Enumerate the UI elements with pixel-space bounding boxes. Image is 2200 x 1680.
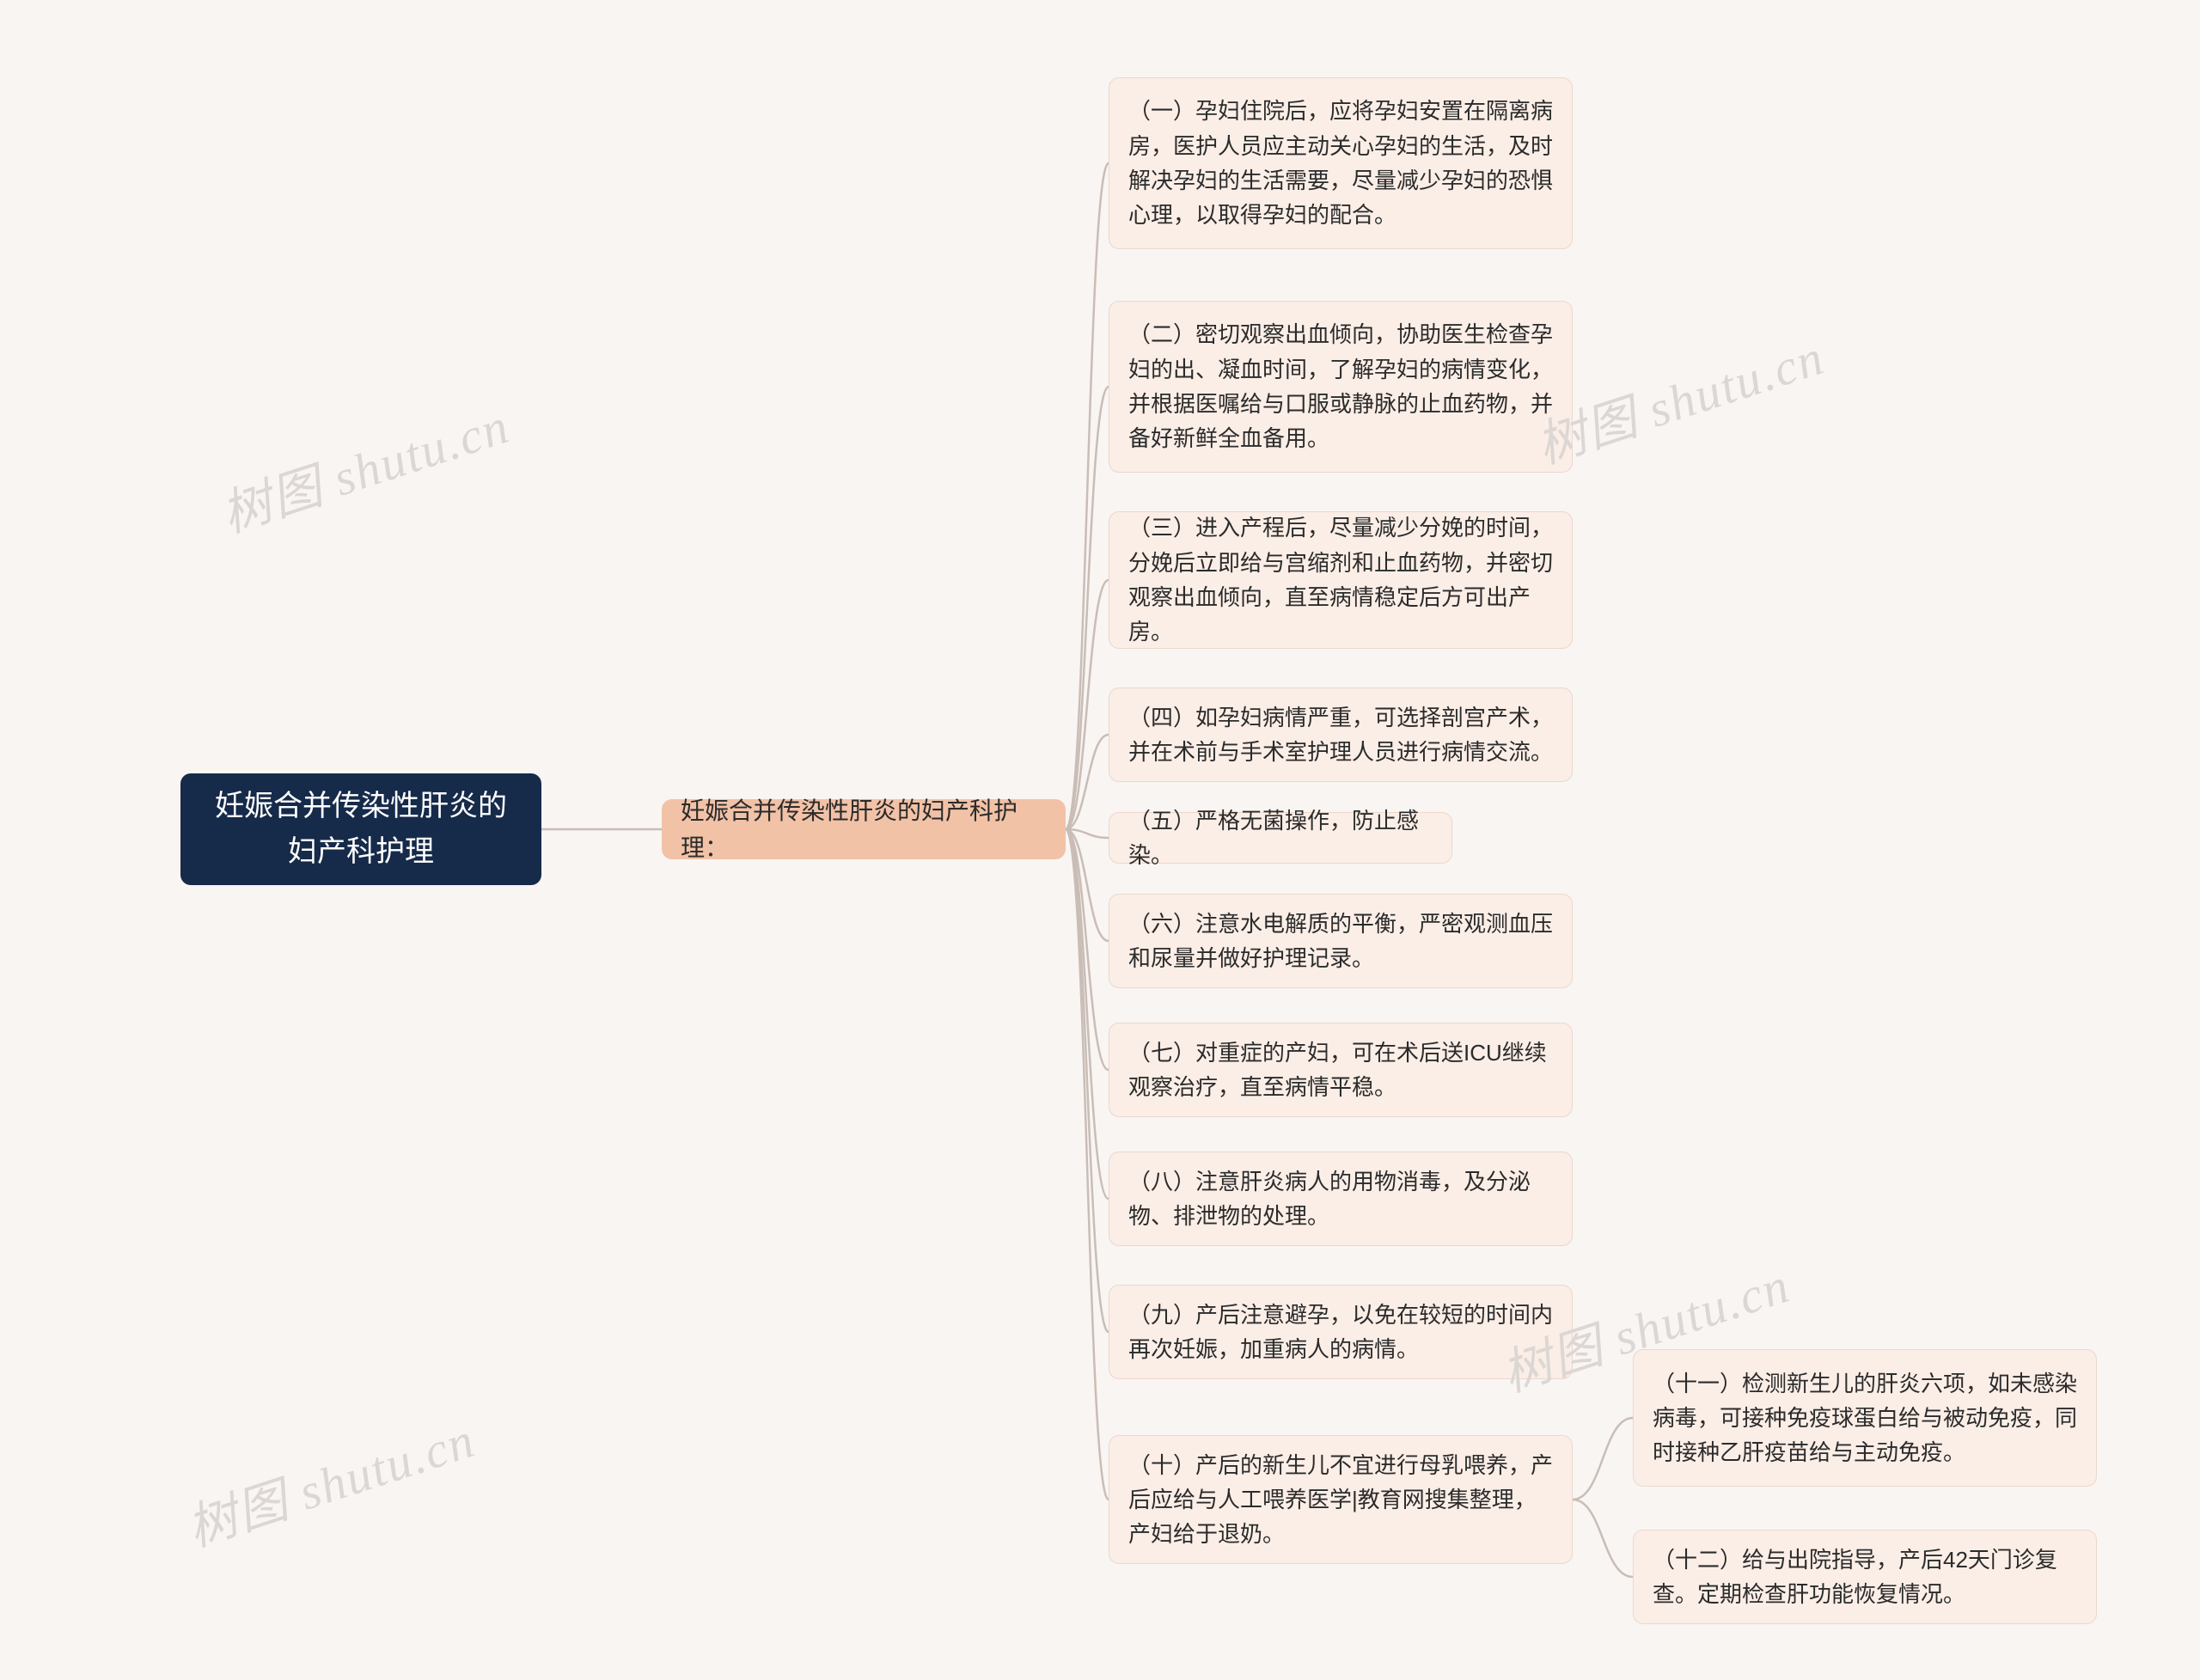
leaf-label: （九）产后注意避孕，以免在较短的时间内再次妊娠，加重病人的病情。 (1128, 1298, 1553, 1367)
root-node: 妊娠合并传染性肝炎的妇产科护理 (180, 773, 541, 885)
leaf-node-7: （七）对重症的产妇，可在术后送ICU继续观察治疗，直至病情平稳。 (1109, 1023, 1573, 1117)
watermark-text: 树图 shutu.cn (211, 385, 517, 546)
subleaf-label: （十一）检测新生儿的肝炎六项，如未感染病毒，可接种免疫球蛋白给与被动免疫，同时接… (1653, 1366, 2077, 1470)
leaf-node-4: （四）如孕妇病情严重，可选择剖宫产术，并在术前与手术室护理人员进行病情交流。 (1109, 687, 1573, 782)
leaf-label: （五）严格无菌操作，防止感染。 (1128, 803, 1433, 873)
subleaf-label: （十二）给与出院指导，产后42天门诊复查。定期检查肝功能恢复情况。 (1653, 1543, 2077, 1612)
root-label: 妊娠合并传染性肝炎的妇产科护理 (205, 784, 517, 874)
leaf-node-5: （五）严格无菌操作，防止感染。 (1109, 812, 1452, 864)
leaf-label: （七）对重症的产妇，可在术后送ICU继续观察治疗，直至病情平稳。 (1128, 1035, 1553, 1105)
leaf-node-10: （十）产后的新生儿不宜进行母乳喂养，产后应给与人工喂养医学|教育网搜集整理，产妇… (1109, 1435, 1573, 1564)
leaf-label: （三）进入产程后，尽量减少分娩的时间，分娩后立即给与宫缩剂和止血药物，并密切观察… (1128, 510, 1553, 649)
leaf-node-1: （一）孕妇住院后，应将孕妇安置在隔离病房，医护人员应主动关心孕妇的生活，及时解决… (1109, 77, 1573, 249)
leaf-label: （二）密切观察出血倾向，协助医生检查孕妇的出、凝血时间，了解孕妇的病情变化，并根… (1128, 317, 1553, 455)
mid-label: 妊娠合并传染性肝炎的妇产科护理： (681, 792, 1047, 867)
leaf-node-6: （六）注意水电解质的平衡，严密观测血压和尿量并做好护理记录。 (1109, 894, 1573, 988)
leaf-node-3: （三）进入产程后，尽量减少分娩的时间，分娩后立即给与宫缩剂和止血药物，并密切观察… (1109, 511, 1573, 649)
leaf-label: （六）注意水电解质的平衡，严密观测血压和尿量并做好护理记录。 (1128, 907, 1553, 976)
leaf-label: （八）注意肝炎病人的用物消毒，及分泌物、排泄物的处理。 (1128, 1164, 1553, 1234)
leaf-label: （一）孕妇住院后，应将孕妇安置在隔离病房，医护人员应主动关心孕妇的生活，及时解决… (1128, 94, 1553, 232)
leaf-label: （十）产后的新生儿不宜进行母乳喂养，产后应给与人工喂养医学|教育网搜集整理，产妇… (1128, 1448, 1553, 1552)
leaf-node-8: （八）注意肝炎病人的用物消毒，及分泌物、排泄物的处理。 (1109, 1152, 1573, 1246)
subleaf-node-12: （十二）给与出院指导，产后42天门诊复查。定期检查肝功能恢复情况。 (1633, 1530, 2097, 1624)
subleaf-node-11: （十一）检测新生儿的肝炎六项，如未感染病毒，可接种免疫球蛋白给与被动免疫，同时接… (1633, 1349, 2097, 1487)
watermark-text: 树图 shutu.cn (177, 1399, 483, 1560)
leaf-label: （四）如孕妇病情严重，可选择剖宫产术，并在术前与手术室护理人员进行病情交流。 (1128, 700, 1553, 770)
leaf-node-2: （二）密切观察出血倾向，协助医生检查孕妇的出、凝血时间，了解孕妇的病情变化，并根… (1109, 301, 1573, 473)
mid-node: 妊娠合并传染性肝炎的妇产科护理： (662, 799, 1066, 859)
leaf-node-9: （九）产后注意避孕，以免在较短的时间内再次妊娠，加重病人的病情。 (1109, 1285, 1573, 1379)
